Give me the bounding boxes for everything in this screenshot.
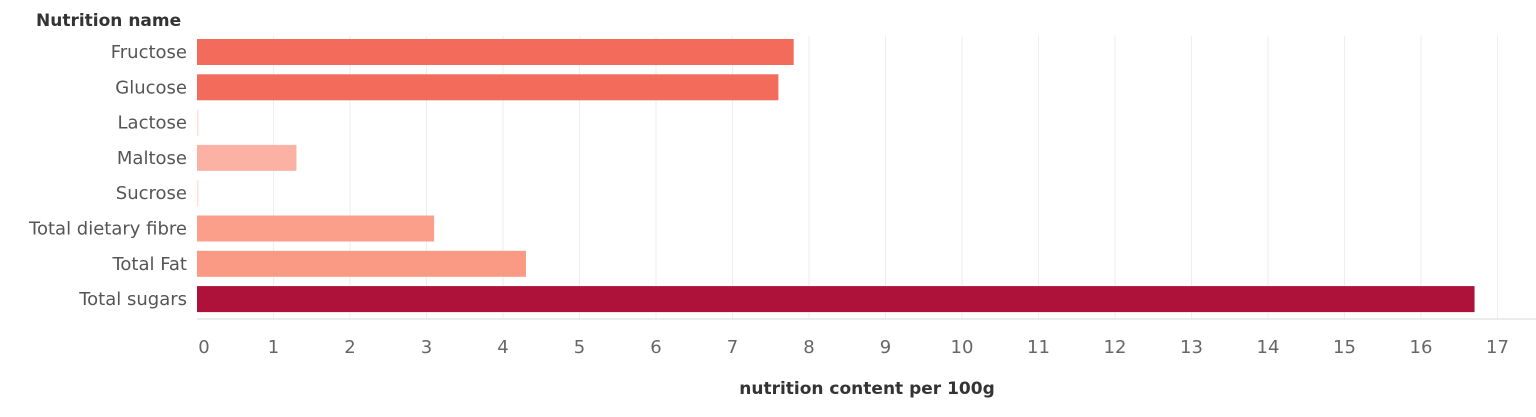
x-tick-label: 17 bbox=[1486, 337, 1509, 358]
category-label: Total dietary fibre bbox=[28, 219, 187, 240]
x-tick-label: 3 bbox=[421, 337, 432, 358]
category-label: Total Fat bbox=[111, 254, 187, 275]
category-labels: Fructose Glucose Lactose Maltose Sucrose Tota… bbox=[28, 42, 187, 310]
x-tick-label: 14 bbox=[1257, 337, 1280, 358]
x-tick-label: 6 bbox=[650, 337, 661, 358]
bar-total-fat[interactable] bbox=[197, 250, 526, 277]
category-label: Fructose bbox=[111, 42, 187, 63]
x-tick-label: 11 bbox=[1027, 337, 1050, 358]
x-tick-label: 7 bbox=[727, 337, 738, 358]
x-tick-label: 12 bbox=[1104, 337, 1127, 358]
bar-total-sugars[interactable] bbox=[197, 286, 1475, 313]
bar-maltose[interactable] bbox=[197, 144, 297, 171]
bar-sucrose[interactable] bbox=[197, 180, 199, 207]
x-tick-label: 1 bbox=[268, 337, 279, 358]
x-tick-label: 5 bbox=[574, 337, 585, 358]
x-tick-label: 4 bbox=[497, 337, 508, 358]
category-label: Total sugars bbox=[78, 289, 187, 310]
x-tick-label: 13 bbox=[1180, 337, 1203, 358]
bar-lactose[interactable] bbox=[197, 109, 199, 136]
category-label: Glucose bbox=[115, 77, 187, 98]
x-tick-label: 2 bbox=[344, 337, 355, 358]
bar-fructose[interactable] bbox=[197, 39, 794, 65]
x-tick-label: 9 bbox=[880, 337, 891, 358]
x-axis-title: nutrition content per 100g bbox=[739, 379, 995, 399]
x-tick-labels: 0 1 2 3 4 5 6 7 8 9 10 11 12 13 14 15 16 17 bbox=[198, 337, 1509, 358]
x-tick-label: 15 bbox=[1333, 337, 1356, 358]
x-tick-label: 10 bbox=[951, 337, 974, 358]
x-tick-label: 8 bbox=[803, 337, 814, 358]
category-label: Maltose bbox=[117, 148, 187, 169]
bar-layer bbox=[197, 39, 1475, 313]
bar-total-dietary-fibre[interactable] bbox=[197, 215, 435, 242]
category-label: Sucrose bbox=[116, 183, 187, 204]
bar-glucose[interactable] bbox=[197, 74, 779, 101]
category-label: Lactose bbox=[118, 113, 187, 134]
x-tick-label: 0 bbox=[198, 337, 209, 358]
row-header: Nutrition name bbox=[36, 11, 181, 31]
x-tick-label: 16 bbox=[1410, 337, 1433, 358]
